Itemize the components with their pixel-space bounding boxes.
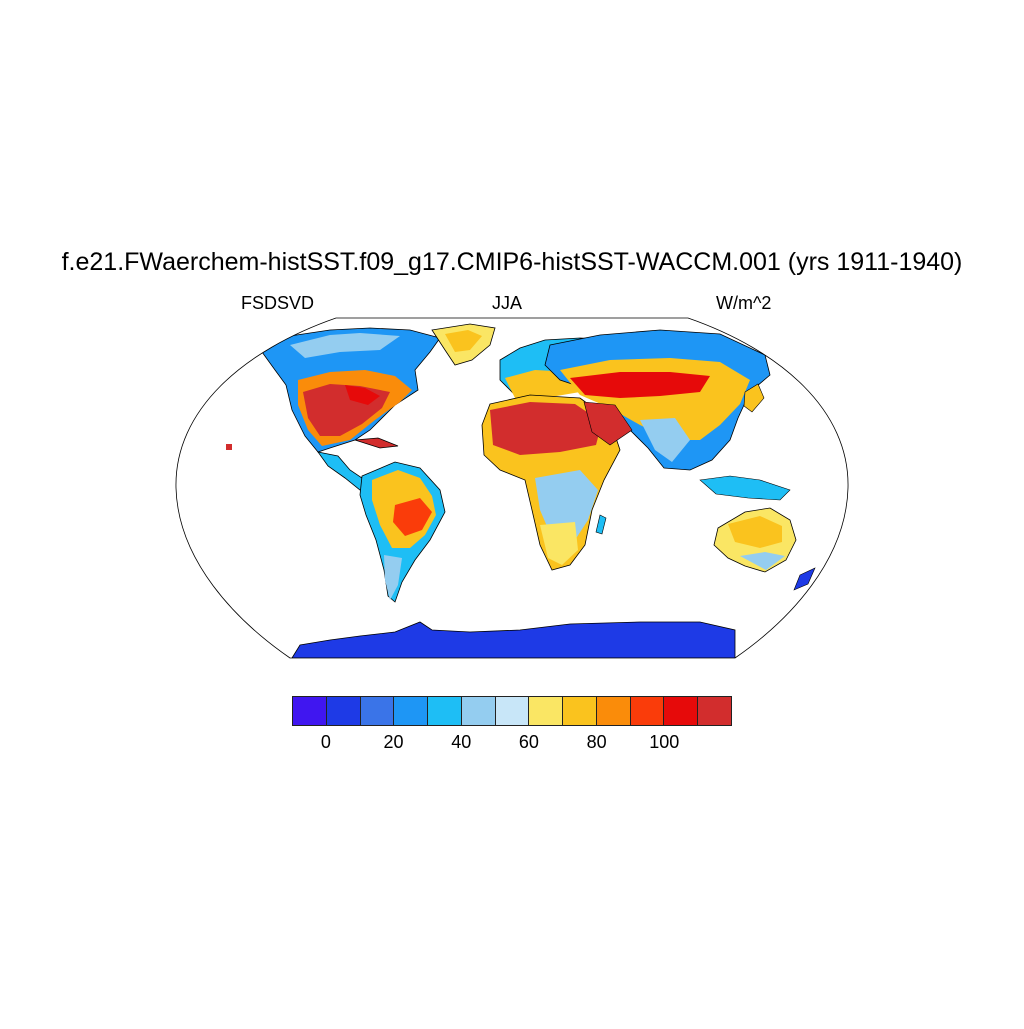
madagascar	[595, 514, 607, 535]
variable-label: FSDSVD	[241, 293, 315, 313]
colorbar-swatch	[629, 696, 665, 726]
colorbar-tick-label: 0	[320, 732, 331, 752]
south-america-cold	[384, 555, 402, 600]
colorbar-swatch	[359, 696, 395, 726]
colorbar-swatch	[460, 696, 496, 726]
indonesia	[699, 475, 791, 501]
colorbar-swatch	[393, 696, 429, 726]
colorbar-swatch	[562, 696, 597, 726]
africa-south-yellow	[540, 522, 578, 565]
colorbar	[292, 696, 732, 726]
australia-warm	[728, 516, 782, 548]
colorbar-swatch	[325, 696, 361, 726]
globe-outline	[175, 317, 849, 659]
new-zealand	[793, 567, 816, 591]
colorbar-tick-label: 100	[649, 732, 680, 752]
colorbar-tick-label: 60	[518, 732, 539, 752]
arabia	[583, 401, 633, 446]
north-america-hot	[303, 384, 390, 436]
asia-cold	[640, 418, 690, 462]
colorbar-swatch	[697, 696, 732, 726]
season-label: JJA	[492, 293, 523, 313]
colorbar-swatch	[528, 696, 564, 726]
cuba	[354, 437, 399, 449]
colorbar-tick-label: 20	[383, 732, 404, 752]
colorbar-swatch	[595, 696, 631, 726]
hawaii	[226, 444, 232, 450]
north-america-lightblue	[290, 333, 400, 358]
australia-cold	[740, 552, 785, 570]
colorbar-swatch	[494, 696, 530, 726]
south-america-hot	[393, 498, 432, 536]
japan	[743, 383, 765, 413]
africa-hot	[490, 402, 602, 455]
colorbar-tick-label: 80	[586, 732, 607, 752]
units-label: W/m^2	[716, 293, 772, 313]
plot-title: f.e21.FWaerchem-histSST.f09_g17.CMIP6-hi…	[61, 248, 963, 276]
greenland-orange	[445, 330, 482, 352]
north-america-red	[345, 385, 380, 405]
antarctica	[291, 621, 736, 658]
colorbar-swatch	[292, 696, 327, 726]
colorbar-swatch	[663, 696, 699, 726]
africa-cold	[535, 470, 598, 540]
colorbar-swatch	[427, 696, 462, 726]
colorbar-tick-label: 40	[451, 732, 472, 752]
asia-hot	[570, 372, 710, 398]
